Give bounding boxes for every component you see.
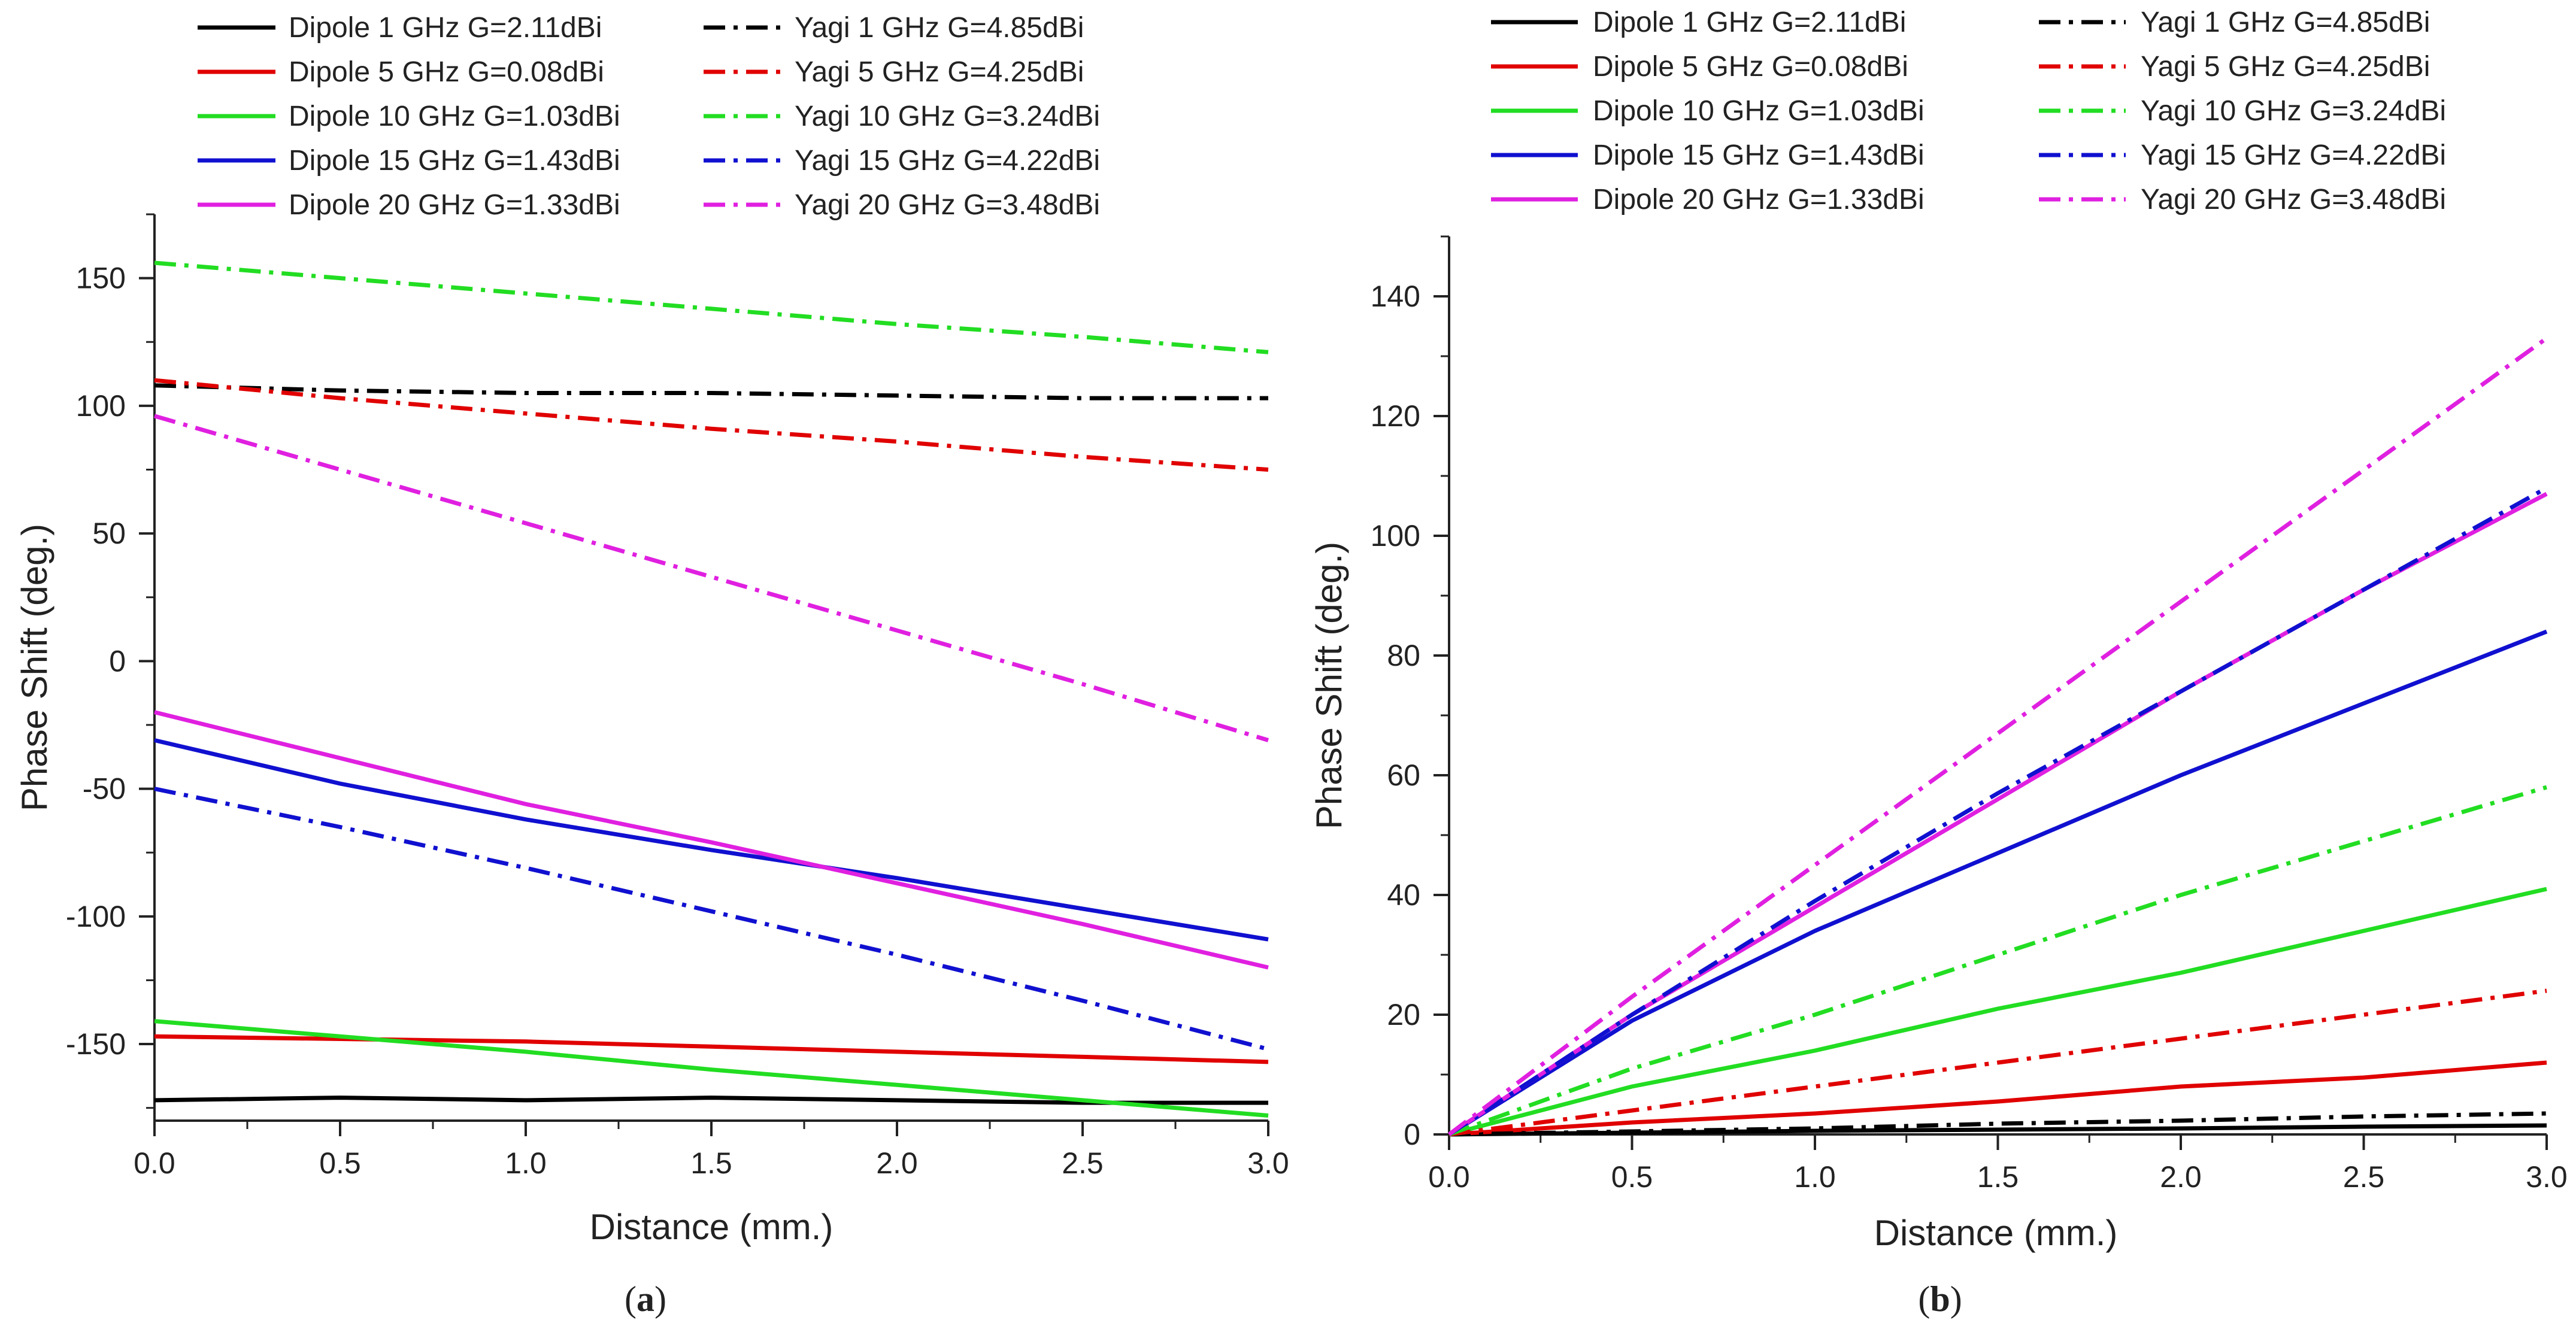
- panel-b-x-axis-label: Distance (mm.): [1874, 1213, 2118, 1253]
- panel-b-legend-label-4: Dipole 20 GHz G=1.33dBi: [1593, 184, 1925, 216]
- panel-b-x-tick-label: 1.0: [1794, 1160, 1836, 1194]
- panel-b-series-line-3: [1448, 629, 2548, 1136]
- panel-a-series-line-9: [154, 414, 1269, 742]
- panel-b-x-tick-label: 2.5: [2343, 1160, 2385, 1194]
- panel-a-legend-label-6: Yagi 5 GHz G=4.25dBi: [795, 56, 1084, 88]
- panel-b-x-tick-label: 3.0: [2526, 1160, 2568, 1194]
- panel-a-x-tick-label: 2.5: [1062, 1146, 1104, 1180]
- panel-a-series-line-4: [154, 710, 1269, 970]
- panel-b-series-line-0: [1448, 1123, 2547, 1137]
- panel-a-series-line-8: [154, 787, 1269, 1051]
- panel-b-series-line-4: [1448, 491, 2548, 1136]
- panel-b-y-tick-label: 140: [1371, 280, 1420, 313]
- panel-a-series-line-3: [154, 738, 1269, 942]
- panel-a-legend-label-7: Yagi 10 GHz G=3.24dBi: [795, 101, 1100, 132]
- panel-a-y-tick-label: -100: [66, 900, 126, 933]
- panel-b-y-tick-label: 60: [1387, 758, 1420, 792]
- panel-b-legend-label-3: Dipole 15 GHz G=1.43dBi: [1593, 139, 1925, 171]
- panel-b-series-line-9: [1447, 336, 2548, 1136]
- panel-b-legend-label-0: Dipole 1 GHz G=2.11dBi: [1593, 7, 1906, 38]
- panel-a-legend-label-2: Dipole 10 GHz G=1.03dBi: [289, 101, 620, 132]
- panel-a-series-line-1: [154, 1034, 1269, 1064]
- panel-a-x-tick-label: 1.0: [505, 1146, 547, 1180]
- panel-b-legend-label-5: Yagi 1 GHz G=4.85dBi: [2141, 7, 2430, 38]
- panel-a-series-line-6: [154, 378, 1269, 472]
- panel-a-series-line-0: [154, 1096, 1268, 1105]
- panel-a-legend-label-4: Dipole 20 GHz G=1.33dBi: [289, 189, 620, 221]
- panel-a-y-tick-label: 50: [92, 517, 126, 550]
- panel-b-y-tick-label: 100: [1371, 519, 1420, 553]
- panel-a-x-tick-label: 1.5: [690, 1146, 732, 1180]
- panel-b-series-line-5: [1448, 1111, 2547, 1137]
- panel-a-caption-letter: a: [637, 1279, 654, 1319]
- panel-a-y-tick-label: -150: [66, 1027, 126, 1061]
- panel-a-legend-label-3: Dipole 15 GHz G=1.43dBi: [289, 145, 620, 177]
- panel-b: 0.0 0.5 1.0 1.5 2.0 2.5 3.0 0 20 40 60 80 100 120 140 D…: [1309, 7, 2568, 1319]
- panel-a-series-line-2: [154, 1019, 1269, 1118]
- panel-b-legend-label-8: Yagi 15 GHz G=4.22dBi: [2141, 139, 2446, 171]
- panel-a-legend-label-1: Dipole 5 GHz G=0.08dBi: [289, 56, 604, 88]
- panel-a-legend-label-8: Yagi 15 GHz G=4.22dBi: [795, 145, 1100, 177]
- panel-a-x-tick-label: 0.0: [134, 1146, 175, 1180]
- panel-a-x-tick-label: 2.0: [876, 1146, 918, 1180]
- panel-b-caption: (b): [1918, 1279, 1962, 1319]
- panel-a: 0.0 0.5 1.0 1.5 2.0 2.5 3.0 -150 -100 -50 0 50 100 15…: [14, 12, 1289, 1319]
- panel-b-y-tick-label: 0: [1404, 1118, 1420, 1151]
- panel-b-x-tick-label: 1.5: [1977, 1160, 2019, 1194]
- panel-b-series-line-6: [1448, 988, 2547, 1137]
- panel-b-legend-label-7: Yagi 10 GHz G=3.24dBi: [2141, 95, 2446, 127]
- panel-b-legend-label-6: Yagi 5 GHz G=4.25dBi: [2141, 51, 2430, 83]
- panel-b-y-tick-label: 40: [1387, 878, 1420, 912]
- panel-b-y-tick-label: 80: [1387, 639, 1420, 672]
- panel-a-series-line-5: [154, 383, 1268, 400]
- panel-b-x-tick-label: 2.0: [2160, 1160, 2202, 1194]
- panel-a-x-axis-label: Distance (mm.): [590, 1207, 834, 1247]
- panel-a-y-tick-label: 150: [76, 262, 126, 295]
- panel-b-x-tick-label: 0.5: [1611, 1160, 1653, 1194]
- panel-b-series-line-8: [1448, 485, 2548, 1136]
- panel-b-caption-letter: b: [1930, 1279, 1950, 1319]
- panel-a-caption: (a): [625, 1279, 666, 1319]
- panel-b-y-axis-label: Phase Shift (deg.): [1309, 542, 1349, 829]
- panel-b-y-tick-label: 20: [1387, 998, 1420, 1031]
- panel-b-legend-label-1: Dipole 5 GHz G=0.08dBi: [1593, 51, 1908, 83]
- panel-b-x-tick-label: 0.0: [1428, 1160, 1470, 1194]
- panel-a-legend-label-0: Dipole 1 GHz G=2.11dBi: [289, 12, 602, 44]
- panel-a-x-tick-label: 3.0: [1247, 1146, 1289, 1180]
- panel-b-legend-label-9: Yagi 20 GHz G=3.48dBi: [2141, 184, 2446, 216]
- panel-b-legend-label-2: Dipole 10 GHz G=1.03dBi: [1593, 95, 1925, 127]
- panel-b-series-line-2: [1448, 887, 2547, 1137]
- panel-a-y-axis-label: Phase Shift (deg.): [14, 524, 54, 811]
- panel-a-y-tick-label: 0: [109, 644, 126, 678]
- panel-a-series-line-7: [154, 260, 1269, 354]
- panel-b-y-tick-label: 120: [1371, 399, 1420, 433]
- panel-a-legend-label-9: Yagi 20 GHz G=3.48dBi: [795, 189, 1100, 221]
- panel-b-series-line-1: [1448, 1060, 2547, 1137]
- panel-a-x-tick-label: 0.5: [319, 1146, 361, 1180]
- panel-a-legend-label-5: Yagi 1 GHz G=4.85dBi: [795, 12, 1084, 44]
- panel-b-series-line-7: [1448, 785, 2547, 1137]
- panel-a-y-tick-label: -50: [83, 772, 126, 806]
- panel-a-y-tick-label: 100: [76, 389, 126, 423]
